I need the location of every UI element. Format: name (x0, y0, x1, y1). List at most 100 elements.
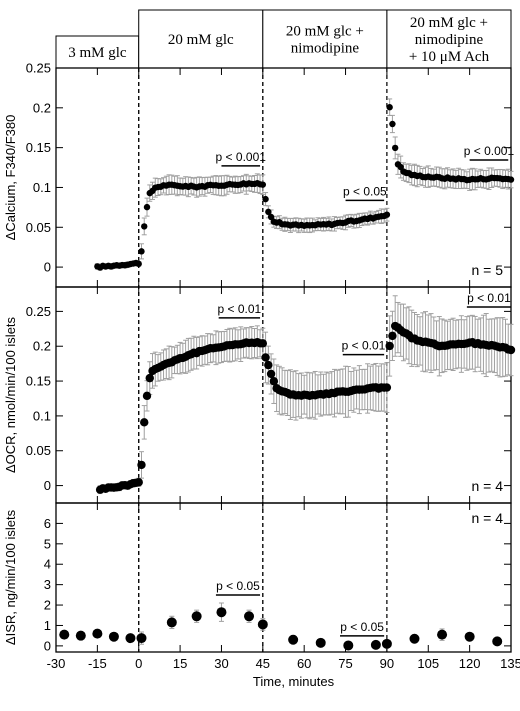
y-tick-label: 0 (44, 260, 51, 275)
y-tick-label: 6 (44, 516, 51, 531)
x-tick-label: 60 (297, 656, 311, 671)
x-tick-label: 15 (173, 656, 187, 671)
x-tick-label: 120 (459, 656, 481, 671)
data-point (262, 195, 269, 203)
data-point (261, 353, 270, 362)
data-point (386, 104, 393, 111)
data-point (134, 478, 143, 487)
data-point (166, 617, 177, 628)
data-point (191, 611, 202, 622)
y-tick-label: 2 (44, 598, 51, 613)
x-tick-label: 135 (500, 656, 520, 671)
data-point (141, 223, 148, 230)
x-tick-label: 75 (338, 656, 352, 671)
panel-frame (55, 502, 512, 653)
data-point (492, 636, 503, 647)
data-point (506, 345, 516, 355)
y-tick-label: 0.25 (26, 61, 51, 76)
y-tick-label: 0.05 (26, 220, 51, 235)
data-point (140, 418, 149, 427)
data-point (125, 633, 136, 644)
significance-label: p < 0.01 (218, 302, 262, 316)
data-point (315, 637, 326, 648)
data-layer (59, 98, 516, 651)
data-point (385, 341, 394, 351)
data-point (143, 203, 151, 211)
y-tick-label: 0.2 (33, 339, 51, 354)
data-point (59, 629, 70, 640)
data-point (258, 339, 268, 348)
condition-label: + 10 μM Ach (409, 49, 490, 65)
data-point (266, 369, 276, 379)
y-axis-label: ΔCalcium, F340/F380 (3, 115, 18, 241)
n-label: n = 4 (471, 510, 503, 526)
data-point (108, 631, 119, 642)
y-tick-label: 0.15 (26, 140, 51, 155)
significance-label: p < 0.001 (216, 150, 267, 164)
significance-label: p < 0.01 (342, 339, 386, 353)
n-label: n = 5 (471, 262, 503, 278)
significance-label: p < 0.05 (216, 579, 260, 593)
x-tick-label: 90 (380, 656, 394, 671)
condition-label: 20 mM glc (168, 32, 234, 48)
y-tick-label: 4 (44, 557, 51, 572)
data-point (388, 331, 397, 341)
data-point (464, 631, 475, 642)
condition-label: 3 mM glc (68, 45, 127, 61)
x-tick-label: 45 (256, 656, 270, 671)
data-point (216, 607, 227, 618)
data-point (409, 633, 420, 644)
x-tick-label: 30 (214, 656, 228, 671)
y-tick-label: 0.2 (33, 100, 51, 115)
data-point (137, 460, 146, 470)
data-point (136, 633, 147, 644)
y-tick-label: 5 (44, 536, 51, 551)
data-point (265, 208, 272, 216)
data-point (343, 640, 354, 651)
x-axis-label: Time, minutes (253, 674, 335, 689)
data-point (269, 377, 279, 386)
data-point (389, 120, 396, 128)
data-point (135, 260, 142, 268)
y-tick-label: 3 (44, 577, 51, 592)
y-tick-label: 0 (44, 478, 51, 493)
data-point (507, 176, 515, 183)
data-point (138, 248, 145, 255)
data-point (382, 383, 392, 392)
x-tick-label: -30 (47, 656, 66, 671)
significance-label: p < 0.05 (340, 620, 384, 634)
panel-frames (55, 67, 512, 653)
condition-label: nimodipine (415, 32, 484, 48)
data-point (267, 213, 275, 221)
data-point (370, 639, 381, 650)
condition-label: nimodipine (291, 41, 360, 57)
data-point (259, 181, 267, 188)
data-point (264, 360, 273, 370)
y-axis-label: ΔISR, ng/min/100 islets (3, 509, 18, 645)
x-tick-label: 0 (135, 656, 142, 671)
y-axis-label: ΔOCR, nmol/min/100 islets (3, 316, 18, 473)
data-point (381, 638, 392, 649)
data-point (145, 373, 154, 383)
y-tick-label: 1 (44, 618, 51, 633)
y-tick-label: 0.05 (26, 443, 51, 458)
condition-box (386, 9, 512, 69)
data-point (142, 391, 152, 401)
condition-box (138, 9, 264, 69)
data-point (437, 629, 448, 640)
significance-label: p < 0.001 (464, 144, 515, 158)
data-point (391, 144, 399, 152)
y-tick-label: 0.1 (33, 180, 51, 195)
data-point (244, 611, 255, 622)
data-point (257, 619, 268, 630)
y-tick-label: 0.25 (26, 304, 51, 319)
y-tick-label: 0.1 (33, 408, 51, 423)
x-tick-label: 105 (417, 656, 439, 671)
y-tick-label: 0.15 (26, 374, 51, 389)
significance-label: p < 0.01 (467, 291, 511, 305)
condition-box (262, 9, 388, 69)
x-tick-label: -15 (88, 656, 107, 671)
